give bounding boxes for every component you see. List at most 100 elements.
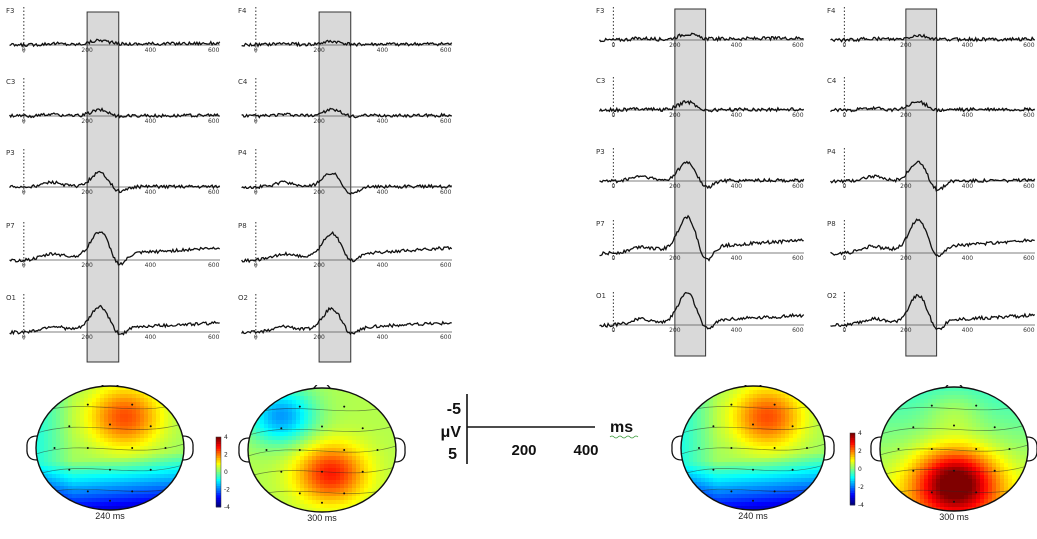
left-topomap-240-cell bbox=[48, 458, 53, 463]
left-topomap-240-cell bbox=[164, 462, 169, 467]
right-topomap-240-cell bbox=[709, 462, 714, 467]
right-topomap-300-cell bbox=[900, 487, 905, 492]
right-topomap-300-cell bbox=[880, 423, 885, 428]
right-topomap-300-cell bbox=[940, 507, 945, 511]
right-topomap-240-cell bbox=[757, 390, 762, 395]
left-topomap-300-cell bbox=[296, 452, 301, 457]
right-topomap-240-cell bbox=[689, 422, 694, 427]
right-topomap-240-cell bbox=[757, 458, 762, 463]
left-topomap-300-cell bbox=[384, 488, 389, 493]
left-topomap-240-cell bbox=[176, 454, 181, 459]
right-topomap-240-cell bbox=[809, 498, 814, 503]
right-topomap-300-cell bbox=[988, 463, 993, 468]
right-topomap-300-cell bbox=[888, 431, 893, 436]
left-topomap-300-cell bbox=[372, 456, 377, 461]
left-topomap-240-cell bbox=[88, 418, 93, 423]
left-topomap-300-cell bbox=[372, 508, 377, 512]
left-topomap-240-cell bbox=[52, 494, 57, 499]
left-topomap-300-cell bbox=[320, 464, 325, 469]
left-topomap-240-cell bbox=[72, 398, 77, 403]
right-topomap-240-cell bbox=[769, 494, 774, 499]
left-topomap-300-cell bbox=[368, 480, 373, 485]
right-topomap-240-cell bbox=[693, 494, 698, 499]
left-topomap-240-cell bbox=[36, 486, 41, 491]
left-topomap-240-cell bbox=[168, 462, 173, 467]
left-topomap-300-cell bbox=[364, 392, 369, 397]
left-tick-P8-0: 0 bbox=[254, 262, 258, 269]
right-topomap-300-cell bbox=[936, 479, 941, 484]
left-topomap-240-cell bbox=[64, 410, 69, 415]
left-topomap-240-cell bbox=[112, 474, 117, 479]
left-topomap-300-cell bbox=[352, 468, 357, 473]
right-topomap-300-cell bbox=[964, 403, 969, 408]
right-topomap-300-cell bbox=[1008, 479, 1013, 484]
left-topomap-300-cell bbox=[352, 444, 357, 449]
right-colorbar-segment bbox=[850, 471, 855, 475]
right-topomap-300-cell bbox=[1020, 435, 1025, 440]
right-topomap-240-cell bbox=[765, 454, 770, 459]
left-topomap-300-cell bbox=[380, 400, 385, 405]
right-tick-P3-200: 200 bbox=[669, 183, 681, 190]
right-topomap-300-cell bbox=[952, 503, 957, 508]
left-topomap-300-cell bbox=[352, 480, 357, 485]
left-topomap-240-cell bbox=[128, 498, 133, 503]
right-topomap-300-cell bbox=[896, 411, 901, 416]
right-topomap-300-cell bbox=[924, 499, 929, 504]
left-topomap-300-cell bbox=[300, 468, 305, 473]
left-topomap-240-cell bbox=[116, 402, 121, 407]
right-topomap-300-cell bbox=[896, 399, 901, 404]
left-tick-F3-200: 200 bbox=[81, 47, 93, 54]
right-topomap-300-cell bbox=[996, 483, 1001, 488]
right-topomap-300-cell bbox=[1020, 451, 1025, 456]
left-topomap-300-cell bbox=[388, 488, 393, 493]
right-topomap-240-cell bbox=[801, 394, 806, 399]
right-topomap-300-cell bbox=[928, 467, 933, 472]
left-topomap-300-cell bbox=[392, 484, 396, 489]
right-topomap-300-cell bbox=[956, 491, 961, 496]
left-topomap-240-cell bbox=[136, 454, 141, 459]
right-topomap-300-cell bbox=[912, 471, 917, 476]
left-topomap-240-cell bbox=[164, 438, 169, 443]
right-topomap-240-cell bbox=[741, 410, 746, 415]
left-topomap-240-cell bbox=[140, 470, 145, 475]
right-topomap-300-cell bbox=[968, 427, 973, 432]
right-topomap-300-cell bbox=[1024, 451, 1028, 456]
left-topomap-300-cell bbox=[336, 468, 341, 473]
left-topomap-300-cell bbox=[344, 412, 349, 417]
left-topomap-240-cell bbox=[160, 462, 165, 467]
right-tick-C4-600: 600 bbox=[1023, 112, 1035, 119]
left-tick-O1-600: 600 bbox=[208, 334, 220, 341]
right-topomap-240-cell bbox=[741, 454, 746, 459]
right-topomap-300-cell bbox=[912, 415, 917, 420]
right-topomap-300-cell bbox=[1004, 455, 1009, 460]
right-topomap-240-cell bbox=[769, 402, 774, 407]
right-topomap-240-cell bbox=[689, 498, 694, 503]
left-topomap-240-cell bbox=[56, 430, 61, 435]
right-tick-F4-400: 400 bbox=[962, 42, 974, 49]
right-topomap-240-cell bbox=[801, 434, 806, 439]
left-topomap-300-cell bbox=[340, 480, 345, 485]
left-topomap-240-cell bbox=[120, 450, 125, 455]
left-topomap-300-cell bbox=[280, 440, 285, 445]
left-topomap-300-cell bbox=[272, 468, 277, 473]
left-ch-label-P4: P4 bbox=[238, 149, 247, 157]
right-ch-label-F4: F4 bbox=[827, 7, 836, 15]
left-topomap-240-cell bbox=[136, 486, 141, 491]
right-topomap-240-cell bbox=[773, 410, 778, 415]
right-topomap-240-cell bbox=[765, 426, 770, 431]
right-topomap-240-cell bbox=[733, 430, 738, 435]
right-topomap-240-cell bbox=[797, 506, 802, 510]
left-topomap-300-cell bbox=[388, 484, 393, 489]
right-topomap-300-cell bbox=[1020, 499, 1025, 504]
left-topomap-300-cell bbox=[332, 504, 337, 509]
left-topomap-240-cell bbox=[152, 478, 157, 483]
right-topomap-240-cell bbox=[693, 466, 698, 471]
left-ch-label-P8: P8 bbox=[238, 222, 247, 230]
right-topomap-240-cell bbox=[801, 410, 806, 415]
right-topomap-300-cell bbox=[1016, 419, 1021, 424]
left-topomap-300-cell bbox=[356, 484, 361, 489]
right-topomap-240-cell bbox=[805, 506, 810, 510]
left-topomap-240-cell bbox=[60, 446, 65, 451]
left-topomap-300-cell bbox=[268, 424, 273, 429]
